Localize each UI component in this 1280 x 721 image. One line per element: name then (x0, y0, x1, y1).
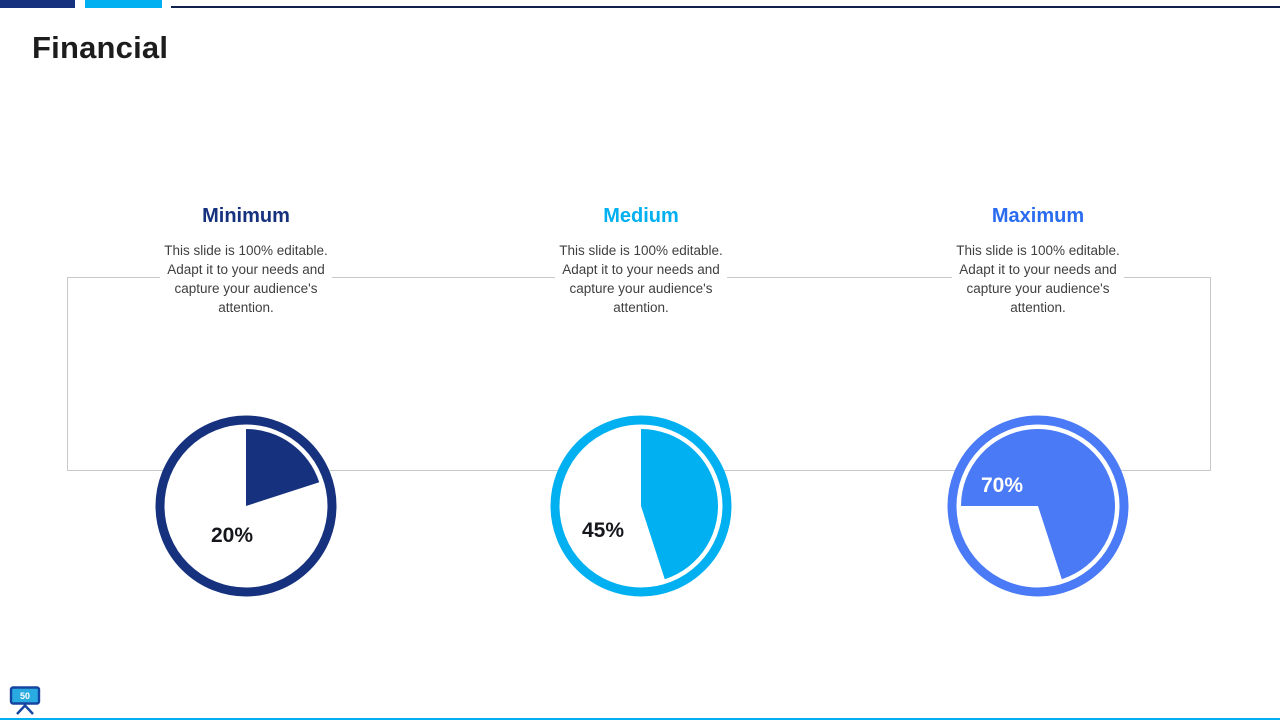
column-maximum: Maximum This slide is 100% editable. Ada… (938, 203, 1138, 323)
column-minimum: Minimum This slide is 100% editable. Ada… (146, 203, 346, 323)
pie-svg-medium: 45% (550, 415, 732, 597)
pie-value-label: 20% (211, 524, 253, 547)
column-body-minimum: This slide is 100% editable. Adapt it to… (160, 239, 332, 323)
slide-title: Financial (32, 30, 169, 65)
presentation-board-icon: 50 (9, 686, 41, 715)
top-accent-bar-cyan (85, 0, 162, 8)
top-divider-line (171, 6, 1280, 8)
pie-slice (641, 429, 718, 580)
pie-chart-maximum: 70% (943, 411, 1133, 601)
column-heading-minimum: Minimum (202, 205, 290, 227)
column-body-maximum: This slide is 100% editable. Adapt it to… (952, 239, 1124, 323)
bottom-accent-line (0, 718, 1280, 720)
slide-number: 50 (20, 691, 30, 701)
slide-number-badge: 50 (8, 686, 42, 716)
pie-value-label: 70% (981, 474, 1023, 497)
top-accent-bar-navy (0, 0, 75, 8)
pie-chart-minimum: 20% (151, 411, 341, 601)
column-body-medium: This slide is 100% editable. Adapt it to… (555, 239, 727, 323)
pie-svg-maximum: 70% (947, 415, 1129, 597)
pie-slice (961, 428, 1115, 580)
pie-value-label: 45% (582, 519, 624, 542)
pie-slice (246, 429, 320, 506)
pie-svg-minimum: 20% (155, 415, 337, 597)
column-heading-medium: Medium (603, 205, 679, 227)
column-heading-maximum: Maximum (991, 205, 1085, 227)
pie-chart-medium: 45% (546, 411, 736, 601)
column-medium: Medium This slide is 100% editable. Adap… (541, 203, 741, 323)
